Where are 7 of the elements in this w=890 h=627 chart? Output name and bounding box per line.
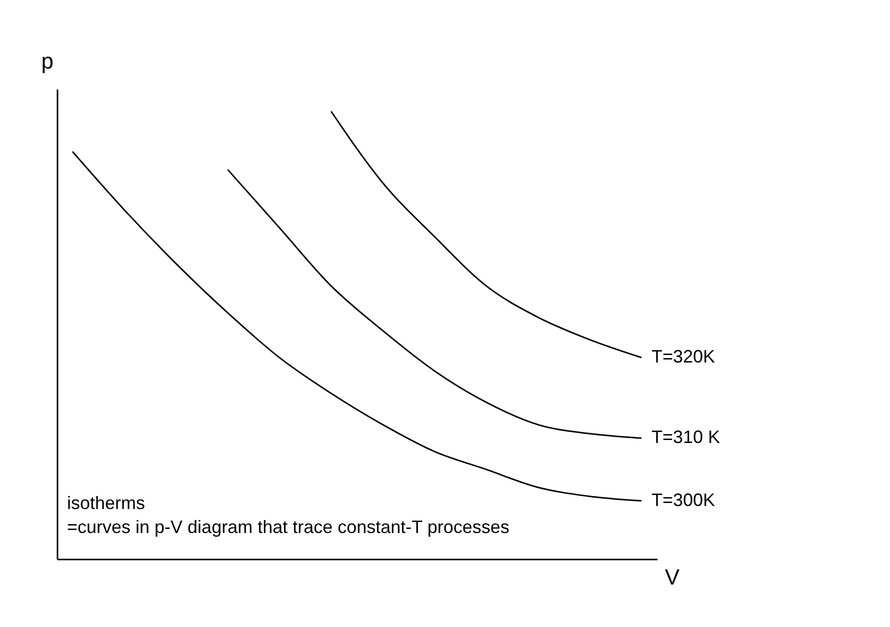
annotation: =curves in p-V diagram that trace constant-T processes	[67, 517, 510, 537]
y-axis-title: p	[41, 48, 54, 74]
series-label: T=320K	[651, 346, 716, 367]
annotation: isotherms	[67, 493, 146, 513]
x-axis-title: V	[664, 564, 680, 590]
series-label: T=300K	[651, 490, 716, 510]
series-label: T=310 K	[651, 427, 720, 448]
